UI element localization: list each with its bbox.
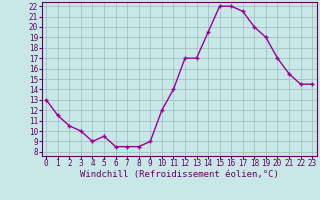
X-axis label: Windchill (Refroidissement éolien,°C): Windchill (Refroidissement éolien,°C) <box>80 170 279 179</box>
